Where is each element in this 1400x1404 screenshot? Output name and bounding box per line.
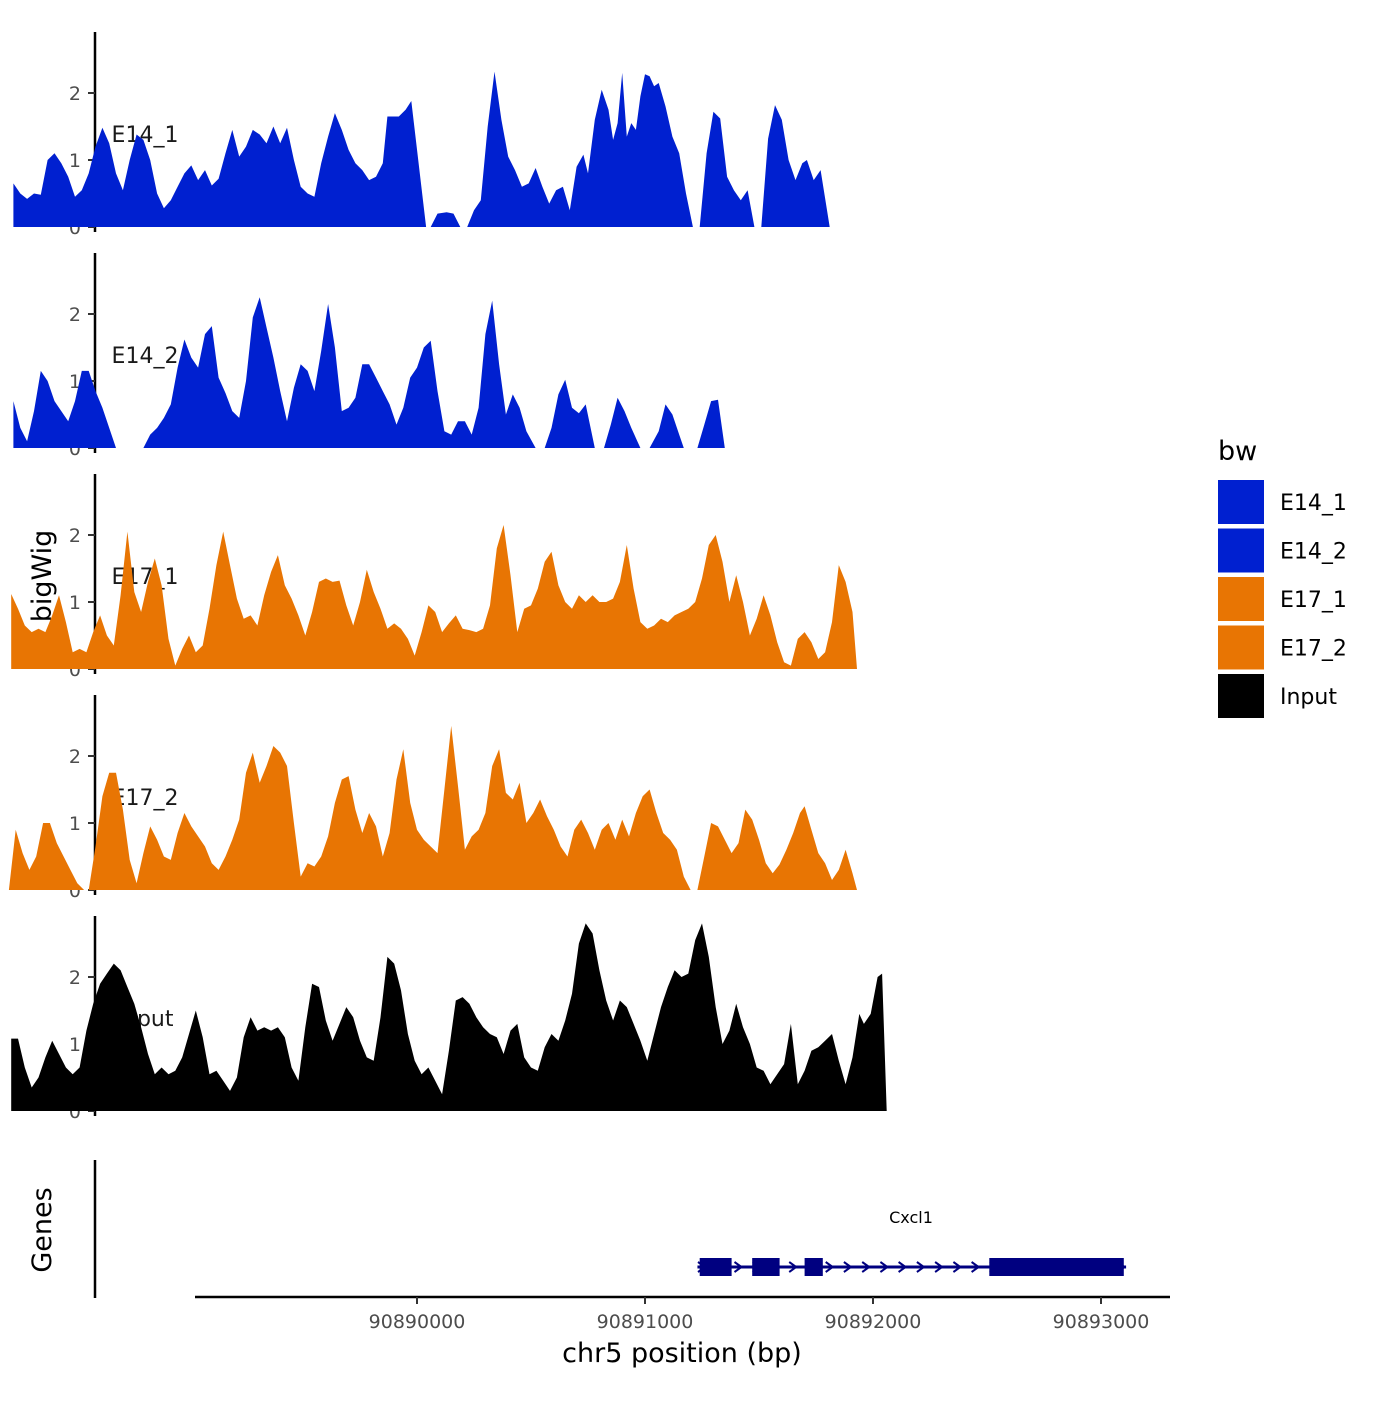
- x-ticks: 90890000 90891000 90892000 90893000: [369, 1297, 1150, 1333]
- legend-swatch: [1218, 577, 1264, 621]
- y-tick-label: 1: [69, 1034, 81, 1056]
- coverage-area-e14-2: [13, 297, 725, 448]
- y-axis-title: bigWig: [27, 530, 58, 623]
- coverage-area-input: [11, 923, 887, 1111]
- strand-arrow: [825, 1261, 835, 1273]
- y-tick-label: 1: [69, 371, 81, 393]
- strand-arrow: [898, 1261, 908, 1273]
- legend-label: E14_1: [1280, 491, 1347, 516]
- coverage-area-e17-2: [8, 725, 857, 890]
- y-tick-label: 2: [69, 746, 81, 768]
- legend-label: E14_2: [1280, 540, 1347, 565]
- x-axis-title: chr5 position (bp): [562, 1338, 802, 1369]
- y-tick-label: 2: [69, 967, 81, 989]
- y-tick-label: 2: [69, 304, 81, 326]
- coverage-area-e17-1: [11, 525, 857, 669]
- strand-arrow: [952, 1261, 963, 1273]
- x-tick-label: 90891000: [597, 1311, 694, 1333]
- track-label-e14-2: E14_2: [112, 344, 179, 369]
- strand-arrow: [916, 1261, 926, 1273]
- strand-arrow: [788, 1261, 798, 1273]
- gene-exon: [989, 1258, 1124, 1276]
- x-axis: 90890000 90891000 90892000 90893000 chr5 po…: [195, 1295, 1170, 1369]
- strand-arrow: [879, 1261, 890, 1273]
- legend-swatch: [1218, 480, 1264, 524]
- strand-arrow: [733, 1261, 744, 1273]
- gene-label: Cxcl1: [889, 1208, 933, 1227]
- y-tick-label: 1: [69, 592, 81, 614]
- gene-exon: [804, 1258, 823, 1276]
- legend-swatch: [1218, 528, 1264, 573]
- y-tick-label: 1: [69, 150, 81, 172]
- legend-title: bw: [1218, 436, 1257, 467]
- gene-model-cxcl1: [697, 1258, 1127, 1276]
- gene-exon: [699, 1258, 732, 1276]
- coverage-area-e14-1: [13, 71, 830, 227]
- legend-swatch: [1218, 625, 1264, 670]
- legend: bw E14_1 E14_2 E17_1 E17_2 Input: [1218, 436, 1347, 718]
- legend-label: Input: [1280, 685, 1337, 710]
- y-tick-label: 1: [69, 813, 81, 835]
- strand-arrow: [843, 1261, 853, 1273]
- legend-label: E17_2: [1280, 637, 1347, 662]
- x-tick-label: 90890000: [369, 1311, 466, 1333]
- legend-swatch: [1218, 674, 1264, 718]
- strand-arrow: [971, 1261, 981, 1273]
- strand-arrow: [861, 1261, 871, 1273]
- x-tick-label: 90892000: [825, 1311, 922, 1333]
- strand-arrow: [934, 1261, 944, 1273]
- track-label-e17-2: E17_2: [112, 786, 179, 811]
- legend-label: E17_1: [1280, 588, 1347, 613]
- x-tick-label: 90893000: [1053, 1311, 1150, 1333]
- legend-items: E14_1 E14_2 E17_1 E17_2 Input: [1218, 480, 1347, 718]
- genes-axis-title: Genes: [27, 1187, 58, 1272]
- gene-exon: [752, 1258, 780, 1276]
- y-tick-label: 2: [69, 83, 81, 105]
- track-label-e14-1: E14_1: [112, 123, 179, 148]
- y-tick-label: 2: [69, 525, 81, 547]
- genes-panel: Genes Cxcl1: [27, 1160, 1127, 1298]
